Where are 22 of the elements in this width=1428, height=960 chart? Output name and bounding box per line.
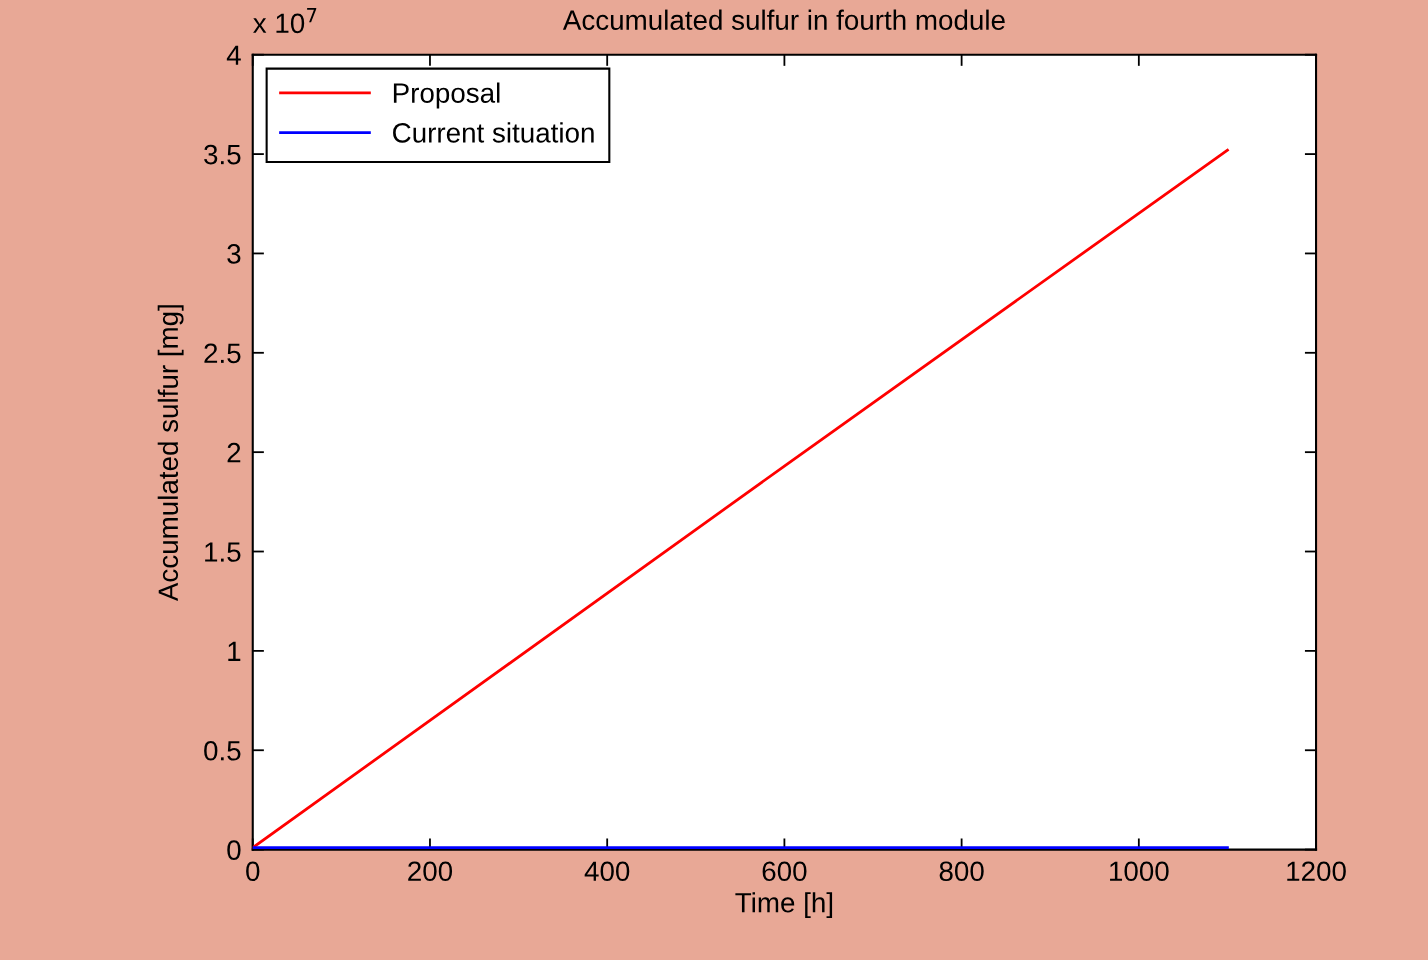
y-tick-label: 1	[228, 641, 241, 661]
x-tick-label: 0	[246, 861, 260, 882]
text: x 10$^{7}$	[253, 8, 317, 34]
y-tick-label: 2	[227, 442, 241, 463]
legend-label: Current situation	[393, 122, 594, 143]
chart-title: Accumulated sulfur in fourth module	[562, 9, 1005, 30]
y-tick-label: 0	[227, 840, 241, 860]
y-tick-label: 4	[226, 45, 241, 65]
x-tick-label: 1000	[1110, 861, 1169, 882]
legend-label: Proposal	[393, 82, 500, 109]
y-tick-label: 3.5	[204, 144, 241, 165]
x-tick-label: 800	[939, 861, 984, 882]
y-tick-label: 1.5	[205, 542, 241, 562]
x-tick-label: 600	[762, 861, 807, 882]
y-tick-label: 2.5	[204, 343, 241, 364]
x-tick-label: 1200	[1287, 861, 1346, 882]
y-tick-label: 0.5	[204, 740, 241, 761]
x-axis-title: Time [h]	[735, 892, 833, 919]
y-tick-label: 3	[227, 244, 241, 264]
x-tick-label: 400	[584, 861, 630, 882]
x-tick-label: 200	[408, 861, 453, 882]
y-axis-title: Accumulated sulfur [mg]	[157, 305, 184, 602]
